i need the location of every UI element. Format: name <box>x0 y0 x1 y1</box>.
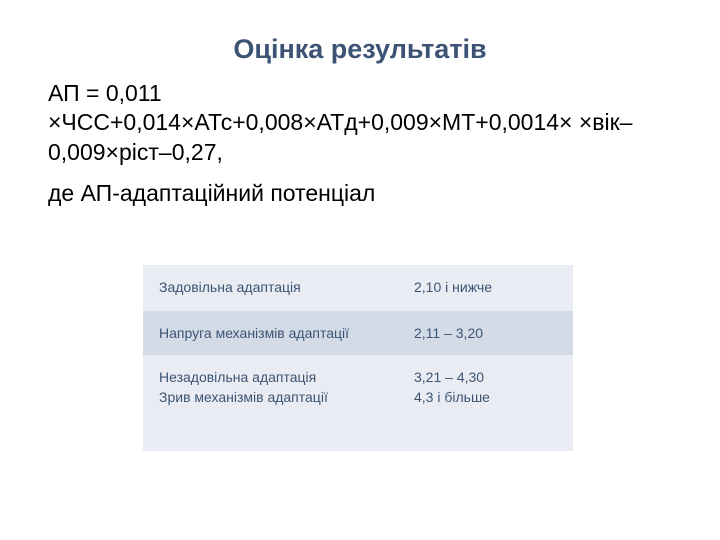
row-label: Задовільна адаптація <box>143 279 414 295</box>
row-value: 2,11 – 3,20 <box>414 325 573 341</box>
slide: Оцінка результатів АП = 0,011 ×ЧСС+0,014… <box>0 0 720 540</box>
slide-title: Оцінка результатів <box>48 34 672 65</box>
table-row: Зрив механізмів адаптації 4,3 і більше <box>143 385 573 405</box>
table-row-spacer <box>143 341 573 355</box>
table-row: Задовільна адаптація 2,10 і нижче <box>143 265 573 295</box>
table-row-spacer <box>143 295 573 311</box>
formula-text: АП = 0,011 ×ЧСС+0,014×АТс+0,008×АТд+0,00… <box>48 79 672 167</box>
definition-text: де АП-адаптаційний потенціал <box>48 179 672 208</box>
row-value: 4,3 і більше <box>414 389 573 405</box>
row-label: Напруга механізмів адаптації <box>143 325 414 341</box>
row-label: Зрив механізмів адаптації <box>143 389 414 405</box>
table-row-spacer <box>143 405 573 421</box>
table-row: Напруга механізмів адаптації 2,11 – 3,20 <box>143 311 573 341</box>
row-label: Незадовільна адаптація <box>143 369 414 385</box>
adaptation-table: Задовільна адаптація 2,10 і нижче Напруг… <box>143 265 573 451</box>
row-value: 2,10 і нижче <box>414 279 573 295</box>
table-tail-block <box>143 421 573 451</box>
row-value: 3,21 – 4,30 <box>414 369 573 385</box>
table-row: Незадовільна адаптація 3,21 – 4,30 <box>143 355 573 385</box>
